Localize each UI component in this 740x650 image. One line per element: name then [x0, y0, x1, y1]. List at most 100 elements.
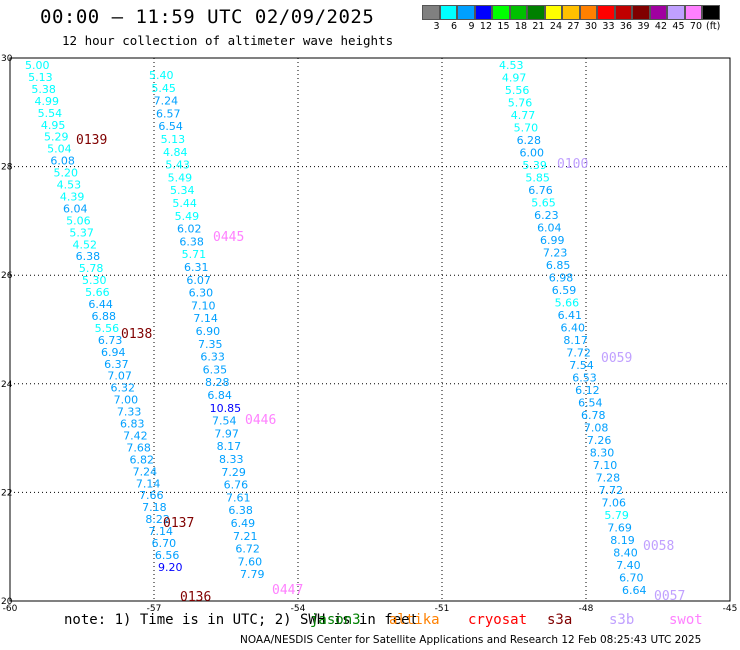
wave-height-value: 6.38	[76, 250, 101, 263]
wave-height-value: 6.08	[50, 155, 74, 168]
wave-height-value: 6.57	[156, 107, 181, 120]
color-swatch	[684, 5, 702, 20]
wave-height-value: 6.07	[186, 274, 211, 287]
units-note: note: 1) Time is in UTC; 2) SWH is in fe…	[64, 612, 419, 628]
wave-height-value: 6.70	[619, 572, 644, 585]
wave-height-value: 6.04	[537, 222, 562, 235]
wave-height-value: 7.14	[149, 525, 174, 538]
wave-height-value: 4.53	[57, 179, 82, 192]
wave-height-value: 6.76	[528, 184, 553, 197]
wave-height-value: 4.53	[499, 59, 524, 72]
legend-satellite-s3a: s3a	[547, 612, 573, 628]
wave-height-value: 7.10	[191, 299, 216, 312]
wave-height-value: 5.34	[170, 184, 195, 197]
wave-height-value: 6.84	[207, 389, 232, 402]
wave-height-value: 6.70	[152, 537, 177, 550]
wave-height-value: 5.76	[508, 97, 533, 110]
wave-height-value: 7.72	[599, 484, 624, 497]
wave-height-value: 6.28	[517, 134, 542, 147]
wave-height-value: 7.10	[593, 459, 618, 472]
longitude-tick-label: -54	[291, 604, 306, 614]
wave-height-value: 4.39	[60, 190, 84, 203]
map-title: 00:00 — 11:59 UTC 02/09/2025	[40, 6, 375, 28]
wave-height-value: 5.56	[505, 84, 530, 97]
wave-height-value: 5.39	[522, 159, 547, 172]
wave-height-value: 7.23	[543, 247, 568, 260]
pass-labels: 0139 0138 0137 0136 0445 0446 0447 0100 0059 0058…	[76, 133, 685, 605]
color-scale-label: 33	[602, 21, 615, 32]
wave-height-value: 9.20	[158, 561, 183, 574]
wave-height-value: 6.00	[520, 147, 545, 160]
wave-height-value: 5.00	[25, 59, 50, 72]
pass-number-label: 0445	[213, 230, 244, 245]
color-scale-unit: (ft)	[706, 21, 721, 32]
wave-height-value: 5.66	[85, 286, 110, 299]
longitude-tick-label: -60	[3, 604, 18, 614]
wave-height-value: 7.14	[136, 477, 161, 490]
wave-height-value: 7.33	[117, 406, 142, 419]
latitude-tick-label: 22	[1, 488, 12, 498]
wave-height-value: 5.71	[182, 248, 207, 261]
wave-height-value: 7.08	[584, 422, 609, 435]
wave-height-value: 5.49	[168, 171, 193, 184]
wave-height-value: 5.37	[69, 226, 94, 239]
wave-height-value: 4.95	[41, 119, 65, 132]
wave-height-value: 6.30	[189, 287, 214, 300]
wave-height-value: 5.49	[175, 210, 200, 223]
color-scale-label: 27	[567, 21, 580, 32]
wave-height-value: 7.61	[226, 491, 251, 504]
color-swatch	[632, 5, 650, 20]
wave-height-value: 6.98	[549, 272, 574, 285]
wave-height-value: 4.52	[73, 238, 98, 251]
wave-height-value: 6.73	[98, 334, 123, 347]
color-swatch	[492, 5, 510, 20]
latitude-tick-label: 30	[1, 54, 13, 64]
wave-height-value: 4.84	[163, 146, 188, 159]
wave-height-value: 5.45	[151, 82, 176, 95]
latitude-tick-label: 28	[1, 163, 13, 173]
legend-satellite-jason3: jason3	[310, 612, 361, 628]
wave-height-value: 5.06	[66, 214, 91, 227]
color-swatch	[509, 5, 527, 20]
wave-height-value: 8.17	[563, 334, 588, 347]
wave-height-value: 5.78	[79, 262, 104, 275]
wave-height-value: 6.41	[558, 309, 583, 322]
color-scale-labels: 3 6 9 12 15 18 21 24 27 30 33 36 39 42 45 70	[422, 21, 702, 32]
wave-height-value: 6.12	[575, 384, 600, 397]
color-swatch	[439, 5, 457, 20]
color-scale-label: 15	[497, 21, 510, 32]
pass-number-label: 0137	[163, 516, 194, 531]
wave-height-value: 6.76	[224, 479, 249, 492]
wave-height-value: 6.90	[196, 325, 221, 338]
pass-number-label: 0136	[180, 590, 211, 605]
wave-height-value: 6.35	[203, 363, 228, 376]
wave-height-value: 7.26	[587, 434, 612, 447]
wave-height-value: 6.83	[120, 418, 145, 431]
wave-height-value: 6.56	[155, 549, 180, 562]
wave-height-value: 6.44	[88, 298, 113, 311]
wave-height-value: 7.28	[596, 472, 621, 485]
color-scale-label: 70	[689, 21, 702, 32]
color-scale-label: 36	[619, 21, 632, 32]
wave-height-value: 7.18	[142, 501, 167, 514]
wave-height-value: 10.85	[210, 402, 242, 415]
latitude-tick-label: 24	[1, 380, 13, 390]
color-swatch	[667, 5, 685, 20]
wave-height-value: 6.32	[111, 382, 136, 395]
wave-height-value: 6.37	[104, 358, 128, 371]
wave-height-value: 7.68	[126, 441, 151, 454]
legend-satellite-altika: altika	[389, 612, 440, 628]
color-swatch	[527, 5, 545, 20]
wave-height-value: 6.04	[63, 202, 88, 215]
wave-height-value: 6.33	[200, 351, 225, 364]
wave-height-value: 5.66	[555, 297, 580, 310]
wave-height-value: 6.59	[552, 284, 577, 297]
wave-height-value: 6.88	[92, 310, 117, 323]
wave-height-value: 4.99	[35, 95, 60, 108]
legend-satellite-swot: swot	[669, 612, 703, 628]
wave-height-value: 7.97	[214, 427, 239, 440]
color-swatch	[614, 5, 632, 20]
wave-height-value: 7.24	[154, 95, 179, 108]
legend-satellite-cryosat: cryosat	[468, 612, 528, 628]
